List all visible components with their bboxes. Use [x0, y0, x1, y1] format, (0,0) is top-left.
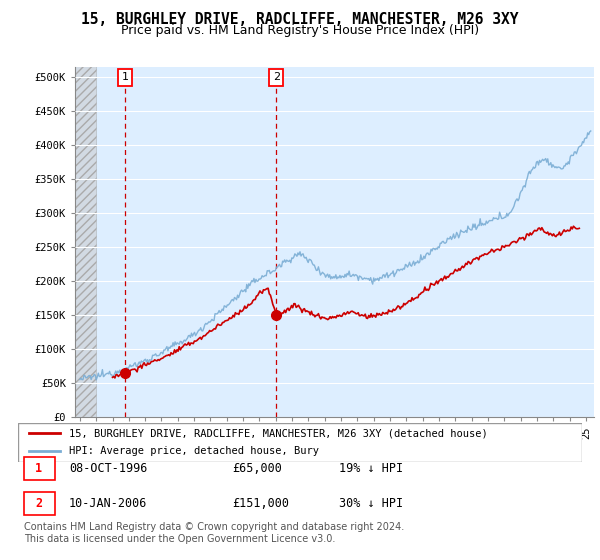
Text: 2: 2	[35, 497, 43, 510]
Text: 10-JAN-2006: 10-JAN-2006	[69, 497, 147, 510]
Text: 1: 1	[35, 461, 43, 475]
Text: 15, BURGHLEY DRIVE, RADCLIFFE, MANCHESTER, M26 3XY (detached house): 15, BURGHLEY DRIVE, RADCLIFFE, MANCHESTE…	[69, 428, 488, 438]
Text: Price paid vs. HM Land Registry's House Price Index (HPI): Price paid vs. HM Land Registry's House …	[121, 24, 479, 37]
Bar	[23, 456, 55, 480]
Bar	[23, 492, 55, 515]
Text: HPI: Average price, detached house, Bury: HPI: Average price, detached house, Bury	[69, 446, 319, 456]
Text: 15, BURGHLEY DRIVE, RADCLIFFE, MANCHESTER, M26 3XY: 15, BURGHLEY DRIVE, RADCLIFFE, MANCHESTE…	[81, 12, 519, 27]
Text: 30% ↓ HPI: 30% ↓ HPI	[340, 497, 404, 510]
Text: 1: 1	[122, 72, 128, 82]
Text: Contains HM Land Registry data © Crown copyright and database right 2024.
This d: Contains HM Land Registry data © Crown c…	[24, 522, 404, 544]
Text: 2: 2	[272, 72, 280, 82]
Text: 19% ↓ HPI: 19% ↓ HPI	[340, 461, 404, 475]
Text: 08-OCT-1996: 08-OCT-1996	[69, 461, 147, 475]
Text: £151,000: £151,000	[232, 497, 289, 510]
Text: £65,000: £65,000	[232, 461, 282, 475]
